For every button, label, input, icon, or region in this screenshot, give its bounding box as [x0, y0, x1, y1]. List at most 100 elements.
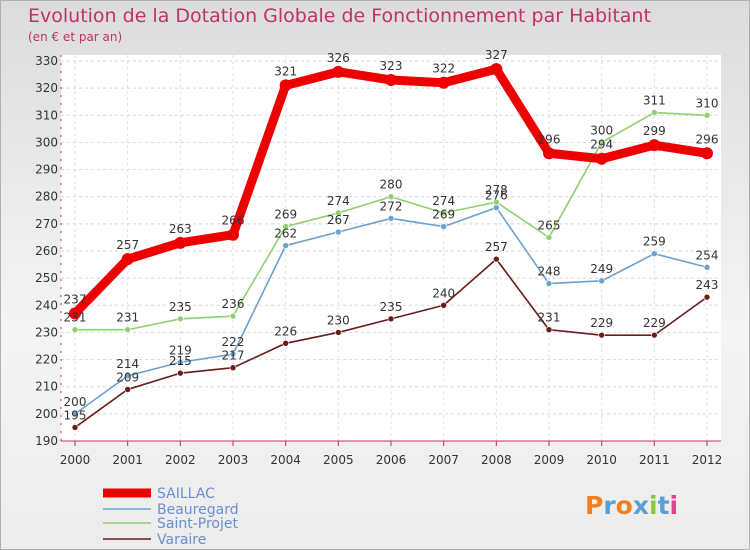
data-label: 265 — [538, 218, 561, 232]
data-label: 214 — [116, 357, 139, 371]
data-label: 296 — [538, 132, 561, 146]
data-label: 257 — [116, 238, 139, 252]
data-point — [282, 339, 289, 347]
data-point — [545, 326, 553, 334]
data-point — [71, 326, 79, 334]
data-label: 257 — [485, 240, 508, 254]
data-label: 209 — [116, 370, 139, 384]
data-point — [229, 312, 237, 320]
data-label: 235 — [169, 300, 192, 314]
data-point — [124, 326, 131, 334]
data-label: 230 — [327, 313, 350, 327]
data-point — [332, 65, 345, 78]
proxiti-logo: Proxiti — [585, 491, 678, 520]
data-point — [543, 147, 555, 160]
chart-title: Evolution de la Dotation Globale de Fonc… — [28, 5, 651, 27]
data-label: 299 — [643, 124, 666, 138]
data-label: 229 — [590, 316, 613, 330]
data-label: 195 — [64, 408, 87, 422]
data-point — [282, 223, 289, 230]
data-point — [387, 215, 395, 222]
y-tick-label: 300 — [35, 135, 58, 149]
data-label: 266 — [222, 214, 245, 228]
data-point — [440, 209, 447, 217]
data-label: 278 — [485, 183, 508, 197]
data-label: 200 — [64, 395, 87, 409]
data-point — [71, 424, 79, 431]
data-label: 294 — [590, 138, 613, 152]
data-point — [703, 263, 711, 271]
y-tick-label: 320 — [35, 81, 58, 95]
y-tick-label: 240 — [35, 298, 58, 312]
x-tick-label: 2001 — [112, 453, 143, 467]
y-tick-label: 190 — [35, 434, 58, 448]
data-point — [124, 386, 131, 393]
x-tick-label: 2012 — [692, 453, 723, 467]
data-point — [651, 250, 658, 258]
y-tick-label: 220 — [35, 353, 58, 367]
data-label: 235 — [380, 300, 403, 314]
data-label: 249 — [590, 262, 613, 276]
data-label: 231 — [538, 311, 561, 325]
data-point — [69, 307, 81, 320]
data-point — [648, 139, 661, 152]
logo-letter: i — [669, 491, 679, 520]
data-point — [703, 111, 711, 119]
data-point — [282, 242, 289, 249]
data-point — [335, 228, 342, 236]
data-label: 267 — [327, 213, 350, 227]
data-label: 248 — [538, 265, 561, 279]
logo-letter: i — [649, 491, 658, 520]
y-tick-label: 250 — [35, 271, 58, 285]
data-point — [703, 293, 711, 301]
data-point — [545, 234, 553, 241]
data-label: 237 — [64, 292, 87, 306]
data-point — [440, 223, 447, 230]
data-point — [701, 147, 713, 160]
data-label: 321 — [274, 64, 297, 78]
data-point — [335, 209, 342, 217]
data-point — [71, 410, 79, 418]
logo-letter: t — [657, 491, 670, 520]
legend-label: Varaire — [157, 532, 206, 548]
data-label: 240 — [432, 286, 455, 300]
x-tick-label: 2007 — [428, 453, 459, 467]
x-tick-label: 2009 — [534, 453, 565, 467]
x-tick-label: 2006 — [376, 453, 407, 467]
legend-label: Saint-Projet — [157, 516, 238, 532]
data-point — [177, 315, 184, 323]
data-point — [493, 255, 500, 263]
data-label: 263 — [169, 222, 192, 236]
x-tick-label: 2005 — [323, 453, 354, 467]
data-label: 280 — [380, 178, 403, 192]
y-tick-label: 280 — [35, 190, 58, 204]
data-label: 231 — [116, 311, 139, 325]
x-tick-label: 2008 — [481, 453, 512, 467]
data-point — [387, 193, 395, 201]
data-label: 323 — [380, 59, 403, 73]
data-point — [387, 315, 395, 323]
legend-label: Beauregard — [157, 502, 239, 518]
data-label: 226 — [274, 324, 297, 338]
y-tick-label: 230 — [35, 325, 58, 339]
data-point — [651, 109, 658, 116]
y-tick-label: 210 — [35, 380, 58, 394]
x-tick-label: 2000 — [60, 453, 91, 467]
data-point — [229, 364, 237, 372]
x-tick-label: 2010 — [586, 453, 617, 467]
y-tick-label: 330 — [35, 54, 58, 68]
data-point — [121, 253, 134, 266]
logo-letter: o — [615, 491, 633, 520]
data-point — [545, 280, 553, 287]
data-point — [174, 236, 187, 249]
data-label: 272 — [380, 199, 403, 213]
data-label: 326 — [327, 51, 350, 65]
y-tick-label: 310 — [35, 108, 58, 122]
data-point — [493, 198, 500, 206]
data-label: 217 — [222, 349, 245, 363]
data-label: 327 — [485, 48, 508, 62]
y-tick-label: 260 — [35, 244, 58, 258]
data-label: 269 — [432, 208, 455, 222]
data-label: 311 — [643, 94, 666, 108]
logo-letter: P — [585, 491, 604, 520]
